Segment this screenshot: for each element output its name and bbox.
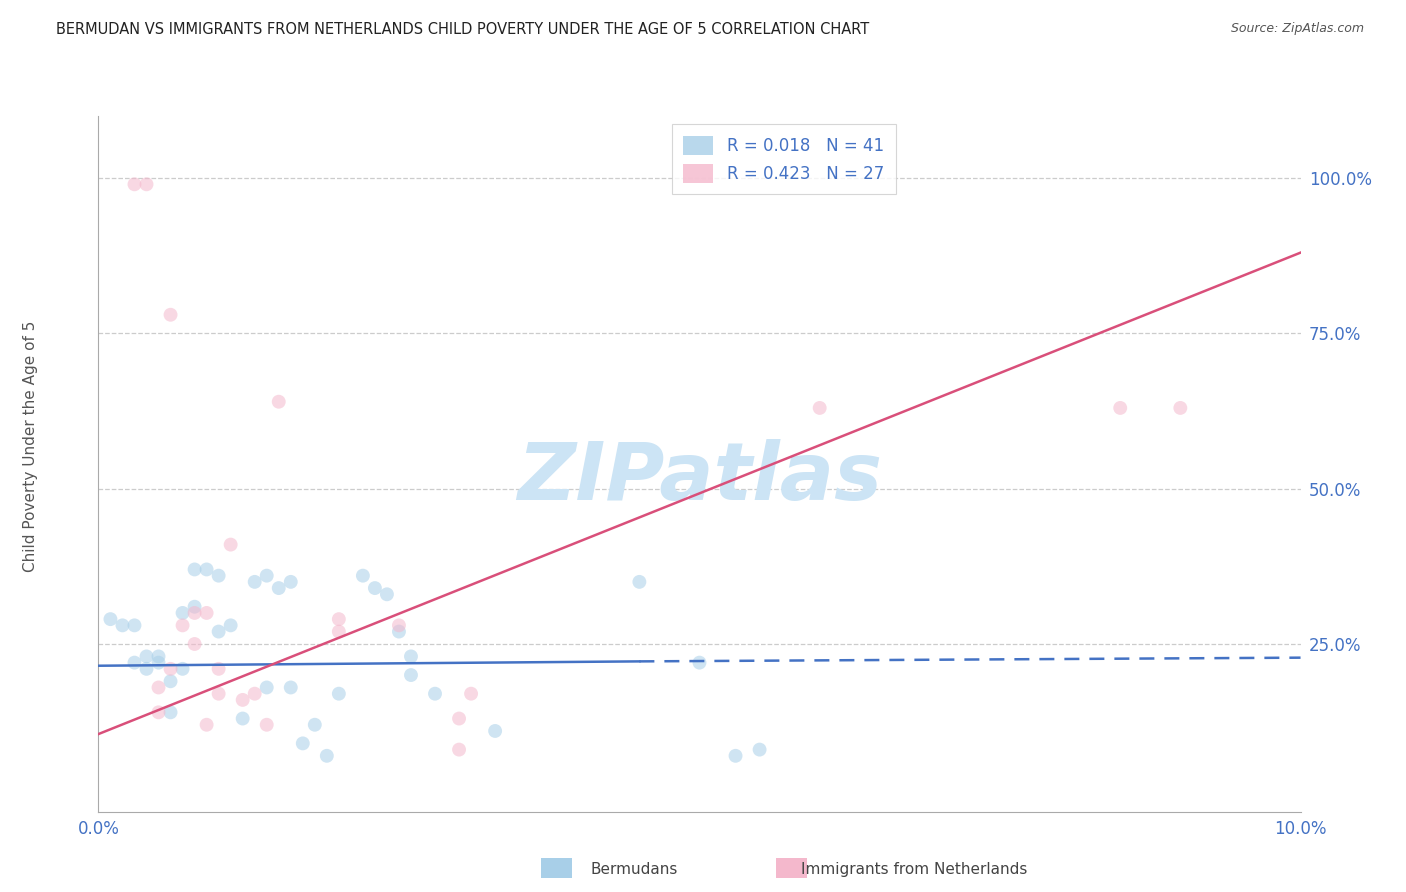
Point [280,574,302,589]
Text: Child Poverty Under the Age of 5: Child Poverty Under the Age of 5 [24,320,38,572]
Point [148,649,170,664]
Point [256,568,278,582]
Point [688,656,710,670]
Point [172,662,194,676]
Point [195,606,218,620]
Point [208,687,231,701]
Point [280,681,302,695]
Point [267,581,290,595]
Point [159,662,181,676]
Text: ZIPatlas: ZIPatlas [517,439,882,516]
Point [219,538,242,552]
Text: Source: ZipAtlas.com: Source: ZipAtlas.com [1230,22,1364,36]
Point [447,712,470,726]
Point [148,656,170,670]
Point [100,612,122,626]
Legend: R = 0.018   N = 41, R = 0.423   N = 27: R = 0.018 N = 41, R = 0.423 N = 27 [672,124,896,194]
Point [172,606,194,620]
Point [159,706,181,720]
Point [748,742,770,756]
Point [328,687,350,701]
Point [423,687,446,701]
Text: BERMUDAN VS IMMIGRANTS FROM NETHERLANDS CHILD POVERTY UNDER THE AGE OF 5 CORRELA: BERMUDAN VS IMMIGRANTS FROM NETHERLANDS … [56,22,869,37]
Point [232,693,254,707]
Point [159,308,181,322]
Point [124,178,146,192]
Point [208,568,231,582]
Point [172,618,194,632]
Point [243,574,266,589]
Point [364,581,387,595]
Point [195,717,218,731]
Point [135,649,157,664]
Point [183,606,205,620]
Point [375,587,398,601]
Point [460,687,482,701]
Point [124,618,146,632]
Text: Bermudans: Bermudans [591,863,678,877]
Point [352,568,374,582]
Point [195,562,218,576]
Point [243,687,266,701]
Point [628,574,651,589]
Point [388,618,411,632]
Point [256,717,278,731]
Point [124,656,146,670]
Point [111,618,134,632]
Point [315,748,337,763]
Point [808,401,831,415]
Point [219,618,242,632]
Point [148,706,170,720]
Text: Immigrants from Netherlands: Immigrants from Netherlands [801,863,1028,877]
Point [328,612,350,626]
Point [183,562,205,576]
Point [388,624,411,639]
Point [304,717,326,731]
Point [484,723,506,738]
Point [183,599,205,614]
Point [208,662,231,676]
Point [399,649,422,664]
Point [135,662,157,676]
Point [159,674,181,689]
Point [256,681,278,695]
Point [208,624,231,639]
Point [1170,401,1192,415]
Point [232,712,254,726]
Point [399,668,422,682]
Point [135,178,157,192]
Point [447,742,470,756]
Point [183,637,205,651]
Point [148,681,170,695]
Point [724,748,747,763]
Point [328,624,350,639]
Point [291,736,314,750]
Point [267,394,290,409]
Point [1109,401,1132,415]
